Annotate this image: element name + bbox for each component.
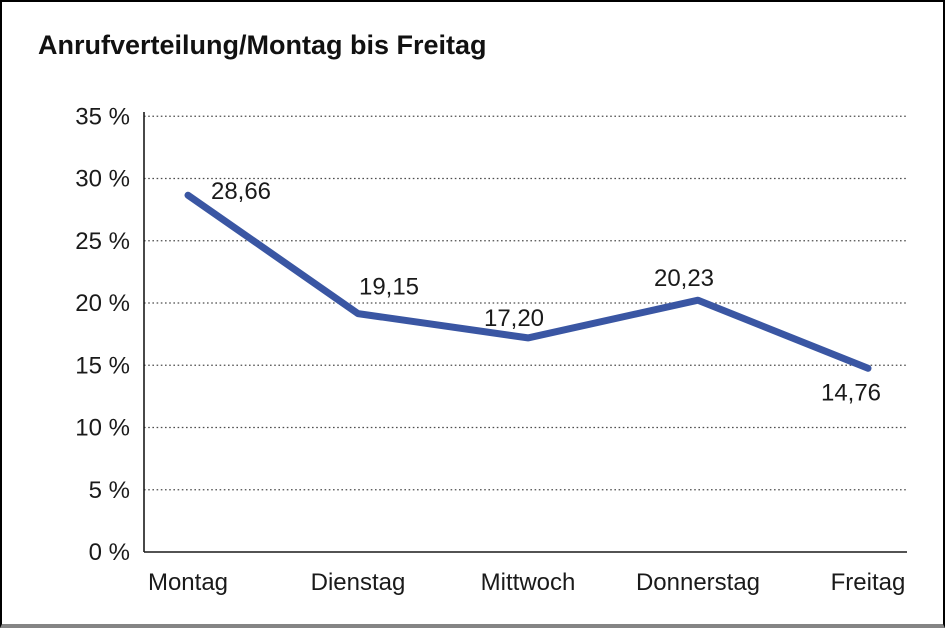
data-point-label: 28,66 [211,178,271,205]
x-axis-label: Dienstag [311,569,406,596]
y-tick-label: 0 % [89,539,130,566]
y-tick-label: 35 % [75,103,130,130]
y-tick-label: 15 % [75,352,130,379]
x-axis-label: Freitag [831,569,906,596]
y-tick-label: 5 % [89,477,130,504]
y-tick-label: 25 % [75,228,130,255]
data-point-label: 19,15 [359,274,419,301]
x-axis-label: Mittwoch [481,569,576,596]
data-point-label: 17,20 [484,305,544,332]
chart-title: Anrufverteilung/Montag bis Freitag [38,30,487,60]
y-tick-label: 10 % [75,415,130,442]
data-line [184,191,872,372]
data-point-label: 14,76 [821,379,881,406]
y-tick-label: 20 % [75,290,130,317]
data-point-label: 20,23 [654,265,714,292]
x-axis-label: Montag [148,569,228,596]
y-tick-label: 30 % [75,166,130,193]
x-axis-label: Donnerstag [636,569,760,596]
